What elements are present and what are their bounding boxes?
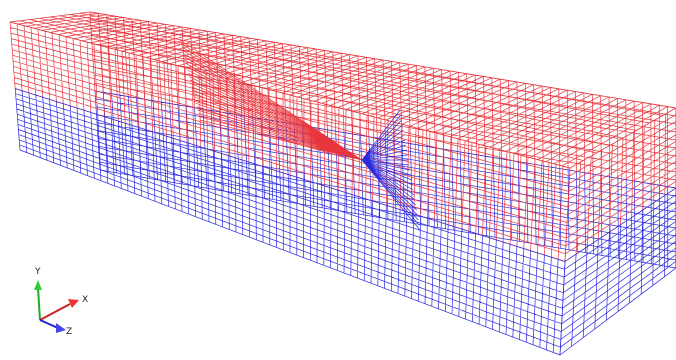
y-axis-head	[34, 280, 42, 290]
z-axis-head	[56, 323, 66, 333]
x-axis-label: X	[82, 295, 88, 305]
axes-triad: Y X Z	[34, 267, 88, 337]
x-axis-arrow	[40, 304, 70, 320]
z-axis-arrow	[40, 320, 58, 328]
mesh-view: Y X Z	[0, 0, 676, 360]
y-axis-arrow	[38, 288, 40, 320]
mesh	[10, 12, 676, 355]
z-axis-label: Z	[66, 327, 72, 337]
y-axis-label: Y	[34, 267, 41, 277]
page: Y X Z (() => { const data = JSON.parse(d…	[0, 0, 676, 360]
